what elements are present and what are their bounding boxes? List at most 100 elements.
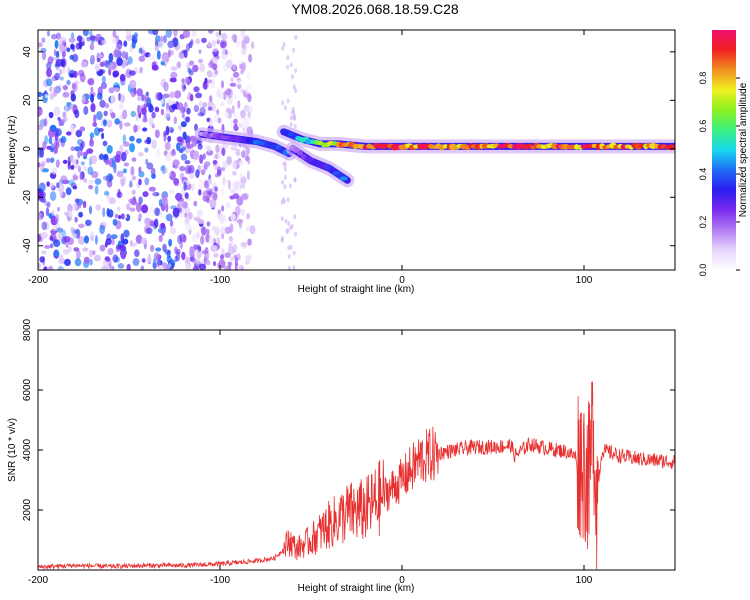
heatmap-cell [151, 173, 156, 180]
heatmap-cell [71, 32, 75, 39]
heatmap-cell [192, 150, 200, 161]
heatmap-cell [241, 194, 249, 201]
heatmap-cell [94, 178, 102, 185]
heatmap-cell [54, 72, 60, 81]
heatmap-cell [119, 120, 123, 130]
heatmap-cell [225, 202, 231, 209]
heatmap-cell [138, 55, 146, 62]
heatmap-cell [129, 180, 133, 188]
heatmap-cell [50, 229, 58, 235]
heatmap-cell [73, 232, 77, 239]
heatmap-cell [57, 116, 61, 121]
heatmap-cell [285, 229, 289, 235]
heatmap-cell [201, 37, 207, 43]
heatmap-cell [83, 178, 88, 183]
colorbar-tick-label: 0.0 [698, 264, 708, 277]
heatmap-cell [287, 254, 291, 259]
snr-series-line [38, 381, 675, 570]
heatmap-cell [53, 145, 58, 154]
heatmap-cell [99, 244, 106, 252]
heatmap-cell [88, 179, 94, 185]
heatmap-cell [99, 153, 104, 160]
heatmap-cell [74, 146, 80, 152]
heatmap-cell [213, 113, 221, 123]
heatmap-cell [245, 225, 251, 232]
heatmap-cell [114, 118, 120, 125]
heatmap-cell [56, 227, 64, 233]
heatmap-cell [182, 131, 187, 140]
heatmap-cell [106, 233, 112, 241]
heatmap-cell [108, 258, 112, 268]
heatmap-cell [110, 94, 116, 105]
heatmap-cell [53, 91, 58, 97]
heatmap-cell [123, 122, 131, 127]
heatmap-cell [42, 168, 49, 173]
heatmap-cell [55, 213, 60, 223]
heatmap-cell [48, 265, 54, 270]
heatmap-cell [83, 165, 88, 172]
heatmap-cell [186, 107, 191, 115]
heatmap-cell [90, 86, 94, 93]
heatmap-cell [49, 183, 55, 189]
heatmap-cell [70, 165, 75, 170]
heatmap-cell [58, 138, 64, 143]
heatmap-cell [227, 51, 232, 57]
heatmap-cell [104, 190, 109, 196]
heatmap-cell [53, 106, 61, 117]
heatmap-cell [184, 165, 192, 175]
heatmap-cell [151, 111, 156, 119]
heatmap-cell [77, 149, 81, 159]
heatmap-feature-ridge [194, 127, 297, 161]
heatmap-cell [228, 261, 232, 270]
heatmap-cell [213, 252, 219, 258]
heatmap-cell [62, 111, 67, 119]
heatmap-cell [159, 211, 163, 217]
heatmap-cell [160, 98, 165, 105]
heatmap-cell [232, 71, 240, 78]
heatmap-cell [247, 156, 251, 165]
heatmap-cell [181, 82, 186, 92]
heatmap-cell [181, 251, 186, 261]
heatmap-cell [242, 123, 247, 128]
heatmap-cell [90, 38, 95, 45]
heatmap-cell [216, 236, 221, 246]
heatmap-cell [194, 258, 201, 265]
heatmap-cell [79, 143, 84, 152]
heatmap-cell [120, 250, 127, 260]
heatmap-cell [68, 179, 75, 186]
heatmap-cell [114, 154, 121, 163]
heatmap-cell [206, 260, 211, 266]
heatmap-cell [38, 142, 41, 148]
heatmap-cell [112, 254, 119, 263]
heatmap-cell [176, 61, 182, 69]
heatmap-cell [328, 167, 337, 173]
heatmap-cell [284, 218, 288, 224]
heatmap-cell [55, 32, 62, 40]
heatmap-cell [250, 41, 255, 49]
heatmap-cell [65, 243, 69, 248]
heatmap-cell [89, 132, 95, 139]
heatmap-cell [44, 93, 48, 99]
heatmap-cell [236, 264, 242, 270]
heatmap-cell [38, 106, 43, 116]
heatmap-cell [42, 51, 46, 61]
heatmap-cell [38, 124, 43, 131]
heatmap-cell [122, 109, 128, 120]
heatmap-cell [221, 147, 226, 156]
heatmap-cell [47, 56, 54, 65]
heatmap-cell [286, 64, 290, 70]
heatmap-cell [62, 91, 70, 98]
heatmap-cell [108, 87, 115, 94]
heatmap-cell [222, 47, 227, 55]
heatmap-cell [176, 136, 183, 143]
heatmap-cell [236, 80, 243, 86]
heatmap-cell [129, 135, 135, 142]
heatmap-cell [173, 116, 177, 125]
heatmap-cell [81, 95, 86, 104]
heatmap-cell [224, 252, 231, 258]
heatmap-cell [63, 249, 70, 255]
heatmap-cell [221, 80, 224, 89]
heatmap-cell [65, 187, 72, 196]
heatmap-cell [71, 53, 79, 63]
heatmap-cell [188, 173, 195, 179]
